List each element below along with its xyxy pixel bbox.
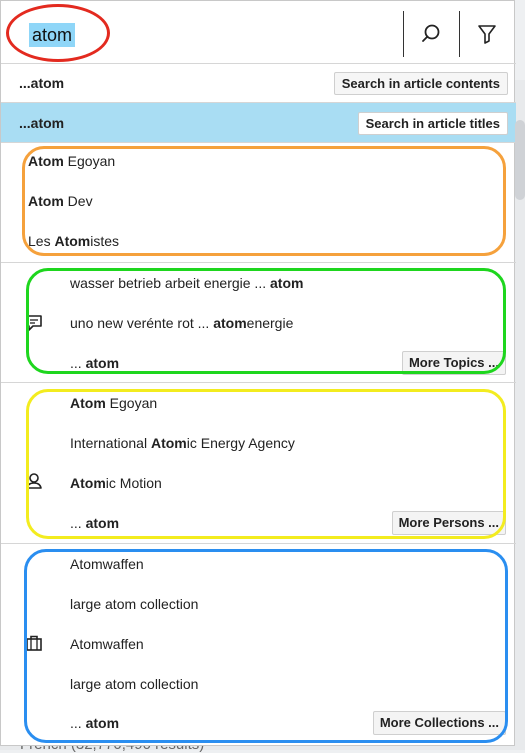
topic-suggestion[interactable]: ... atom <box>70 355 120 371</box>
title-suggestion[interactable]: Les Atomistes <box>28 233 120 249</box>
title-suggestion[interactable]: Atom Dev <box>28 193 93 209</box>
person-suggestion[interactable]: International Atomic Energy Agency <box>70 435 295 451</box>
search-titles-row[interactable]: ...atom Search in article titles <box>1 103 516 143</box>
collection-suggestion[interactable]: Atomwaffen <box>70 556 144 572</box>
search-contents-label: ...atom <box>19 74 65 91</box>
section-divider <box>1 382 516 383</box>
filter-icon <box>477 25 496 44</box>
person-suggestion[interactable]: ... atom <box>70 515 120 531</box>
collection-suggestion[interactable]: ... atom <box>70 715 120 731</box>
collection-suggestion[interactable]: large atom collection <box>70 676 199 692</box>
collection-suggestion[interactable]: large atom collection <box>70 596 199 612</box>
filter-button[interactable] <box>459 11 513 57</box>
briefcase-icon <box>26 635 42 651</box>
section-divider <box>1 543 516 544</box>
person-suggestion[interactable]: Atomic Motion <box>70 475 162 491</box>
search-input[interactable]: atom <box>29 23 76 47</box>
search-button[interactable] <box>403 11 457 57</box>
title-suggestion[interactable]: Atom Egoyan <box>28 153 116 169</box>
persons-category <box>25 472 43 495</box>
person-icon <box>26 473 42 489</box>
search-in-contents-button[interactable]: Search in article contents <box>333 72 508 95</box>
search-contents-row[interactable]: ...atom Search in article contents <box>1 63 516 103</box>
search-bar: atom <box>1 1 516 64</box>
more-persons-button[interactable]: More Persons ... <box>391 511 506 535</box>
topic-suggestion[interactable]: wasser betrieb arbeit energie ... atom <box>70 275 304 291</box>
section-divider <box>1 262 516 263</box>
search-icon <box>421 24 439 42</box>
search-in-titles-button[interactable]: Search in article titles <box>357 112 508 135</box>
search-dropdown: atom ...atom Search in article contents … <box>0 0 516 746</box>
collection-suggestion[interactable]: Atomwaffen <box>70 636 144 652</box>
scrollbar-thumb[interactable] <box>515 120 525 200</box>
person-suggestion[interactable]: Atom Egoyan <box>70 395 158 411</box>
topics-category <box>25 314 43 337</box>
more-collections-button[interactable]: More Collections ... <box>372 711 506 735</box>
more-topics-button[interactable]: More Topics ... <box>401 351 506 375</box>
search-titles-label: ...atom <box>19 114 65 131</box>
collections-category <box>25 634 43 657</box>
comment-icon <box>26 315 42 331</box>
topic-suggestion[interactable]: uno new verénte rot ... atomenergie <box>70 315 294 331</box>
